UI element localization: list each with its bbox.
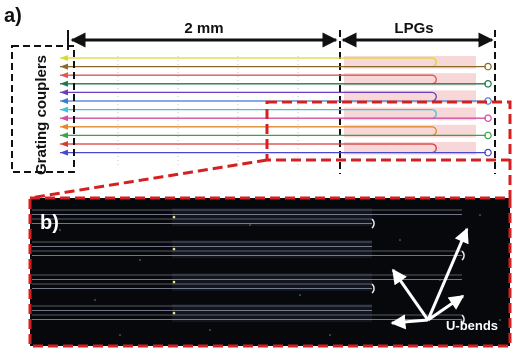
grating-coupler — [60, 89, 68, 96]
microscope-photo — [30, 198, 510, 346]
lpg-band — [344, 73, 476, 86]
photo-coupler-dot — [172, 247, 176, 251]
lpg-band — [344, 142, 476, 155]
photo-speck — [299, 294, 301, 296]
grating-coupler — [60, 98, 68, 104]
u-bend — [484, 114, 492, 123]
photo-u-bend — [461, 314, 465, 325]
photo-speck — [139, 259, 141, 261]
u-bend — [484, 80, 492, 88]
u-bend — [484, 62, 492, 71]
lpg-band — [344, 90, 476, 103]
grating-coupler — [60, 141, 68, 147]
lpg-label: LPGs — [394, 20, 433, 37]
panel-b: b) U-bends — [28, 196, 512, 348]
photo-speck — [59, 229, 61, 231]
callout-arrow — [426, 227, 469, 321]
grating-couplers-box — [11, 45, 75, 173]
photo-speck — [499, 319, 501, 321]
grating-coupler — [60, 115, 68, 122]
photo-u-bend — [371, 283, 375, 294]
photo-glow — [172, 208, 372, 226]
dimension-label: 2 mm — [184, 20, 223, 37]
grating-coupler — [60, 63, 68, 70]
grating-couplers-label: Grating couplers — [33, 55, 50, 175]
photo-coupler-dot — [172, 215, 176, 219]
zoom-connector-left — [29, 158, 268, 200]
u-bends-label: U-bends — [446, 318, 498, 333]
photo-speck — [399, 239, 401, 241]
photo-glow — [172, 273, 372, 291]
photo-speck — [329, 334, 331, 336]
panel-a: a) 2 mm LPGs Grating couplers — [4, 5, 512, 200]
u-bend-callouts — [390, 227, 469, 330]
grating-coupler — [60, 80, 68, 87]
grating-coupler — [60, 72, 68, 79]
lpg-band — [344, 107, 476, 121]
callout-arrow — [391, 268, 430, 321]
grating-coupler — [60, 149, 68, 156]
photo-glow — [172, 240, 372, 258]
grating-coupler — [60, 123, 68, 130]
panel-b-label: b) — [40, 212, 59, 234]
photo-speck — [479, 214, 481, 216]
u-bend — [484, 148, 492, 157]
zoom-region-box — [265, 100, 512, 162]
grating-coupler — [60, 106, 68, 113]
grating-coupler — [60, 132, 68, 139]
u-bend — [484, 131, 492, 140]
waveguide-layout — [60, 55, 492, 166]
photo-coupler-dot — [172, 311, 176, 315]
photo-speck — [439, 279, 441, 281]
photo-speck — [94, 299, 96, 301]
photo-speck — [249, 224, 251, 226]
photo-speck — [209, 329, 211, 331]
lpg-band — [344, 56, 476, 69]
panel-a-label: a) — [4, 5, 22, 27]
callout-arrow — [390, 314, 429, 330]
callout-arrow — [427, 294, 465, 322]
lpg-band — [344, 124, 476, 138]
photo-speck — [119, 334, 121, 336]
photo-u-bend — [371, 218, 375, 229]
photo-u-bend — [461, 250, 465, 261]
grating-coupler — [60, 55, 68, 61]
photo-glow — [172, 304, 372, 322]
photo-coupler-dot — [172, 280, 176, 284]
photo-frame — [28, 196, 512, 348]
photo-waveguides — [32, 208, 501, 336]
